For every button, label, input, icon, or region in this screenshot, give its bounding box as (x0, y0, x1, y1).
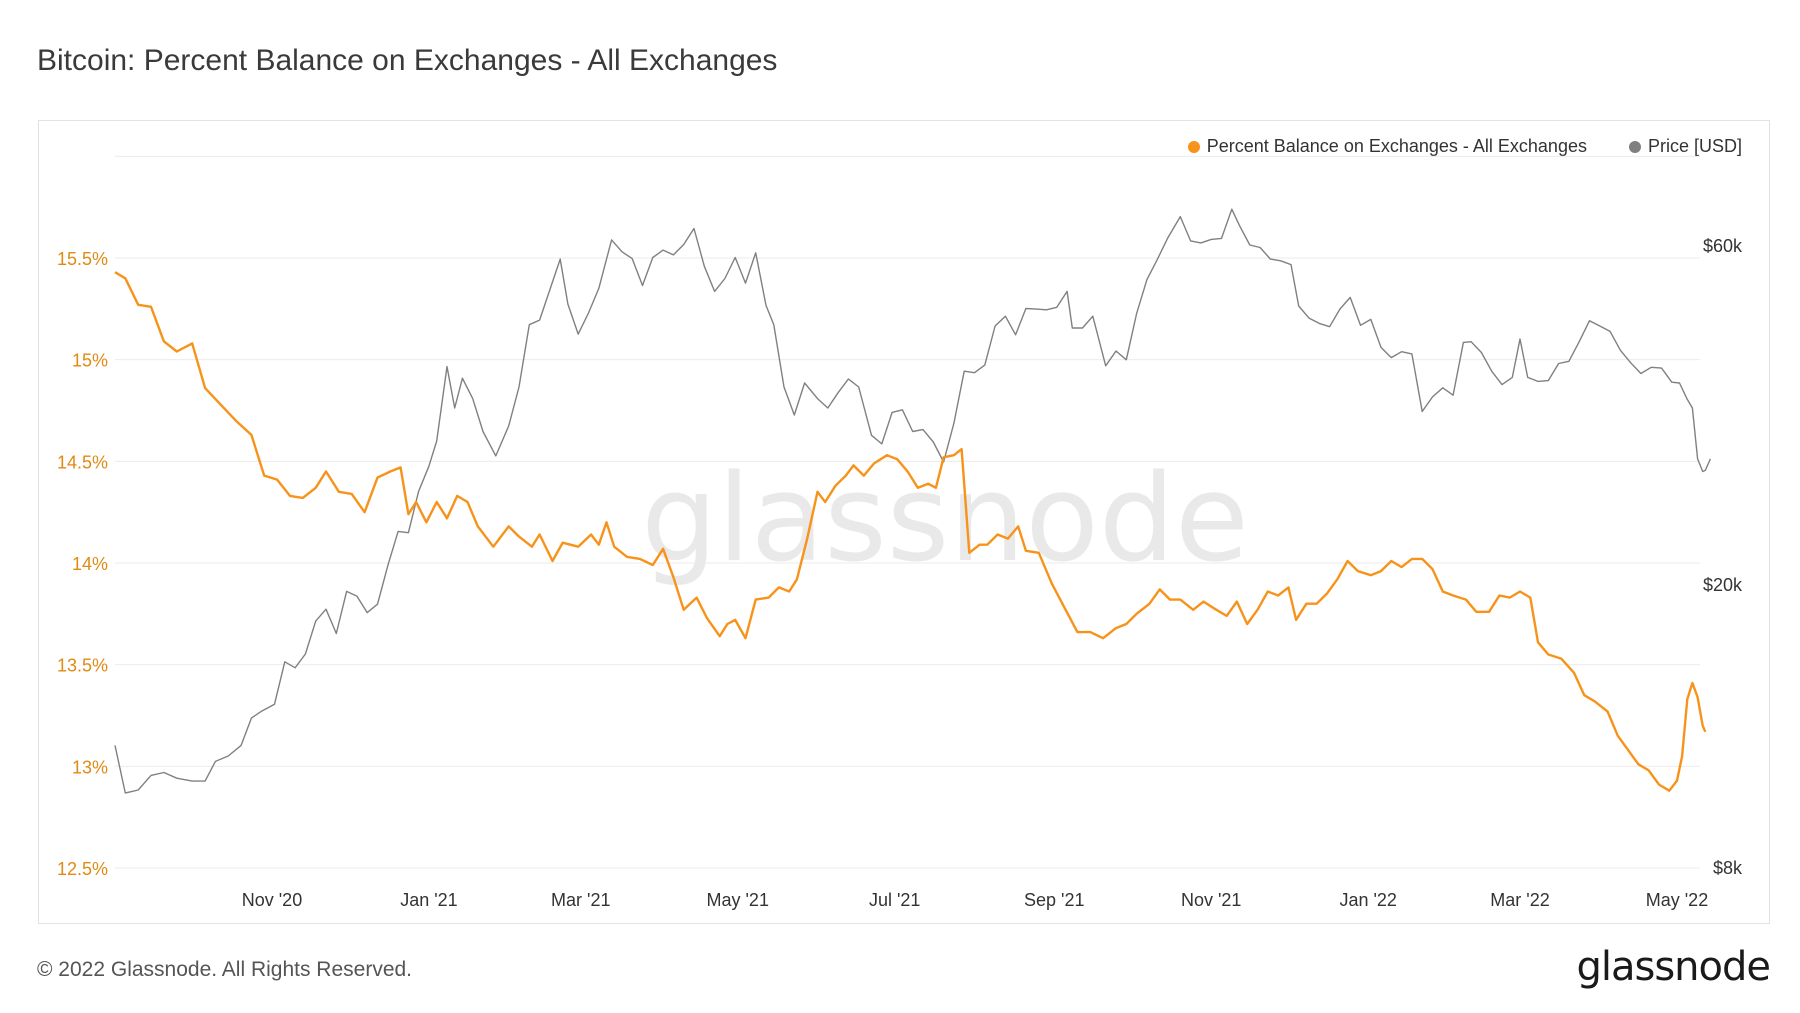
right-axis-tick-label: $20k (1703, 575, 1743, 595)
x-axis-tick-label: Jan '22 (1339, 890, 1396, 910)
left-axis-tick-label: 15% (72, 351, 108, 371)
chart-frame (38, 120, 1770, 924)
legend-item-price[interactable]: Price [USD] (1628, 136, 1742, 157)
x-axis-tick-label: May '22 (1646, 890, 1708, 910)
x-axis-tick-label: Nov '20 (242, 890, 302, 910)
x-axis-tick-label: May '21 (706, 890, 768, 910)
legend-dot-price-icon (1628, 140, 1641, 153)
glassnode-logo[interactable]: glassnode (1576, 944, 1771, 990)
price-series-line (114, 208, 1712, 794)
legend-dot-balance-icon (1187, 140, 1200, 153)
x-axis-tick-label: Jul '21 (869, 890, 920, 910)
right-axis-ticks: $8k $20k $60k (1703, 236, 1743, 878)
watermark: glassnode (641, 450, 1249, 589)
x-axis-tick-label: Sep '21 (1024, 890, 1085, 910)
left-axis-tick-label: 15.5% (57, 249, 108, 269)
left-axis-tick-label: 13.5% (57, 656, 108, 676)
left-axis-tick-label: 12.5% (57, 859, 108, 879)
x-axis-tick-label: Jan '21 (400, 890, 457, 910)
right-axis-tick-label: $60k (1703, 236, 1743, 256)
left-axis-ticks: 12.5% 13% 13.5% 14% 14.5% 15% 15.5% (57, 249, 108, 879)
legend-item-balance[interactable]: Percent Balance on Exchanges - All Excha… (1187, 136, 1587, 157)
chart-gridlines (115, 155, 1700, 869)
legend-label-price: Price [USD] (1647, 136, 1742, 156)
legend-label-balance: Percent Balance on Exchanges - All Excha… (1206, 136, 1587, 156)
left-axis-tick-label: 14% (72, 554, 108, 574)
right-axis-tick-label: $8k (1713, 858, 1743, 878)
balance-series-line (114, 271, 1707, 792)
left-axis-tick-label: 14.5% (57, 452, 108, 472)
x-axis-tick-label: Mar '21 (551, 890, 610, 910)
left-axis-tick-label: 13% (72, 757, 108, 777)
copyright-text: © 2022 Glassnode. All Rights Reserved. (37, 958, 413, 981)
chart-legend: Percent Balance on Exchanges - All Excha… (1187, 136, 1742, 157)
x-axis-tick-label: Mar '22 (1490, 890, 1549, 910)
chart-title: Bitcoin: Percent Balance on Exchanges - … (37, 44, 778, 77)
x-axis-ticks: Nov '20 Jan '21 Mar '21 May '21 Jul '21 Sep '… (242, 890, 1708, 910)
x-axis-tick-label: Nov '21 (1181, 890, 1241, 910)
